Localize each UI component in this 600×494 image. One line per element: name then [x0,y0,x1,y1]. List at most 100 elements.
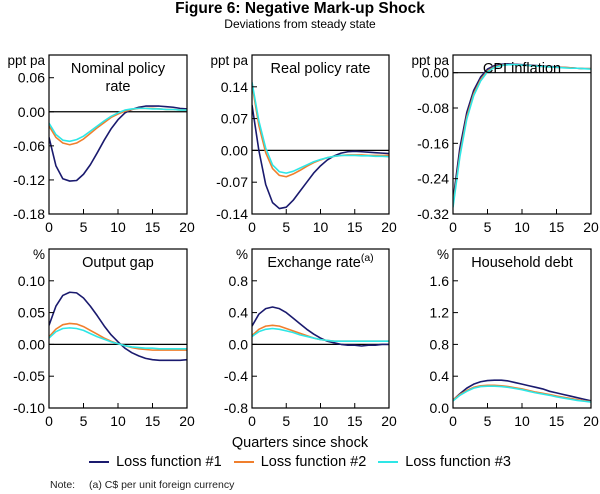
y-unit-label: % [236,247,248,262]
y-tick-label: 0.8 [430,336,450,352]
y-tick-label: 0.05 [18,305,45,321]
legend-swatch-2 [233,461,254,463]
legend-item-loss-function-3: Loss function #3 [378,454,511,470]
x-tick-label: 0 [449,413,457,429]
x-tick-label: 15 [549,219,565,235]
figure-subtitle: Deviations from steady state [224,17,376,31]
series-line-loss-function-3 [252,82,389,174]
x-tick-label: 10 [514,219,530,235]
x-tick-label: 5 [80,413,88,429]
plot-frame [452,54,592,215]
series-line-loss-function-3 [252,327,389,343]
y-tick-label: 0.00 [18,104,45,120]
series-line-loss-function-1 [453,63,591,201]
x-tick-label: 0 [45,219,53,235]
x-tick-label: 5 [484,219,492,235]
y-tick-label: 0.0 [430,400,450,416]
panel-title: Real policy rate [271,61,371,77]
series-line-loss-function-3 [49,327,187,350]
x-tick-label: 10 [313,219,329,235]
y-tick-label: -0.08 [417,100,449,116]
y-tick-label: -0.12 [13,172,45,188]
panel-title: rate [106,79,131,95]
legend-swatch-3 [378,461,399,463]
y-tick-label: -0.18 [13,206,45,222]
series-line-loss-function-2 [49,107,187,146]
legend-label: Loss function #2 [260,454,367,470]
note-text: (a) C$ per unit foreign currency [89,479,235,491]
series-line-loss-function-3 [49,107,187,143]
y-tick-label: 0.00 [422,65,449,81]
panel-title: Household debt [471,255,573,271]
y-tick-label: -0.8 [224,400,248,416]
x-tick-label: 20 [179,219,195,235]
title-superscript: (a) [361,252,374,264]
y-tick-label: 1.6 [430,273,450,289]
x-tick-label: 20 [583,413,599,429]
x-tick-label: 5 [282,219,290,235]
y-tick-label: -0.4 [224,368,248,384]
y-unit-label: ppt pa [411,53,449,68]
x-tick-label: 5 [282,413,290,429]
footnote: Note: (a) C$ per unit foreign currency [50,479,234,491]
x-axis-label: Quarters since shock [231,435,369,451]
x-tick-label: 10 [514,413,530,429]
y-tick-label: -0.24 [417,171,449,187]
series-line-loss-function-1 [252,306,389,347]
y-tick-label: -0.14 [216,206,248,222]
series-line-loss-function-1 [49,291,187,362]
x-tick-label: 20 [381,413,397,429]
y-tick-label: -0.05 [13,368,45,384]
legend-label: Loss function #1 [116,454,222,470]
x-tick-label: 15 [549,413,565,429]
series-line-loss-function-1 [252,104,389,210]
legend-label: Loss function #3 [405,454,511,470]
panel-nominal-policy-rate: -0.18 -0.12 -0.06 0.00 0.06 0 5 10 15 20 ppt pa Nom… [7,53,195,235]
legend-item-loss-function-1: Loss function #1 [89,454,222,470]
x-tick-label: 15 [347,219,363,235]
x-tick-label: 0 [248,413,256,429]
y-tick-label: 0.00 [221,142,248,158]
y-unit-label: % [437,247,449,262]
y-unit-label: ppt pa [7,53,45,68]
y-unit-label: ppt pa [210,53,248,68]
y-tick-label: 1.2 [430,305,450,321]
legend-swatch-1 [89,461,110,463]
x-tick-label: 10 [110,413,126,429]
note-label: Note: [50,479,76,491]
y-tick-label: -0.32 [417,206,449,222]
figure-title: Figure 6: Negative Mark-up Shock [175,0,425,17]
y-tick-label: 0.14 [221,79,248,95]
series-line-loss-function-2 [453,63,591,206]
y-tick-label: 0.4 [229,305,249,321]
y-unit-label: % [33,247,45,262]
series-line-loss-function-3 [453,385,591,403]
x-tick-label: 15 [145,219,161,235]
y-tick-label: -0.16 [417,135,449,151]
panel-title: Output gap [82,255,154,271]
panel-title: CPI inflation [483,61,561,77]
x-tick-label: 0 [449,219,457,235]
y-tick-label: 0.0 [229,336,249,352]
panel-title: Nominal policy [71,61,166,77]
x-tick-label: 5 [484,413,492,429]
panel-cpi-inflation: -0.32 -0.24 -0.16 -0.08 0.00 0 5 10 15 20 ppt pa CP… [411,53,599,235]
y-tick-label: 0.10 [18,273,45,289]
x-tick-label: 0 [45,413,53,429]
series-line-loss-function-1 [49,105,187,182]
x-tick-label: 20 [179,413,195,429]
legend: Loss function #1 Loss function #2 Loss f… [0,454,600,470]
x-tick-label: 15 [347,413,363,429]
x-tick-label: 20 [381,219,397,235]
y-tick-label: 0.06 [18,70,45,86]
x-tick-label: 0 [248,219,256,235]
series-line-loss-function-1 [453,379,591,402]
x-tick-label: 5 [80,219,88,235]
panel-title: Exchange rate(a) [267,252,373,271]
plot-frame [251,54,390,215]
y-tick-label: 0.8 [229,273,249,289]
y-tick-label: -0.07 [216,174,248,190]
y-tick-label: 0.00 [18,336,45,352]
x-tick-label: 10 [313,413,329,429]
